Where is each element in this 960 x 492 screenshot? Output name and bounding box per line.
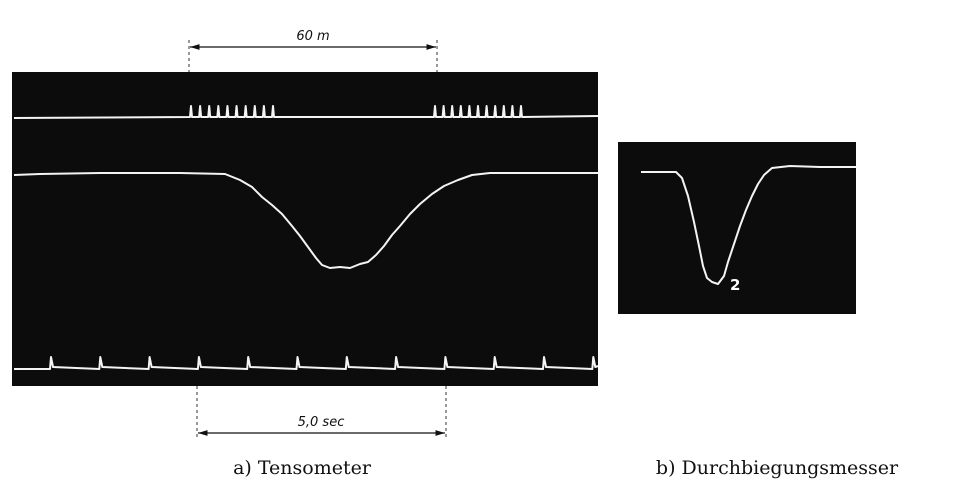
figure: 60 m 5,0 sec a) Tensometer 2 b) Durchbie… (0, 0, 960, 492)
caption-b: b) Durchbiegungsmesser (656, 457, 899, 479)
distance-label: 60 m (296, 29, 329, 44)
trace-label: 2 (730, 276, 740, 294)
time-label: 5,0 sec (298, 415, 345, 430)
caption-a: a) Tensometer (233, 457, 372, 479)
oscillogram-a (12, 72, 598, 386)
